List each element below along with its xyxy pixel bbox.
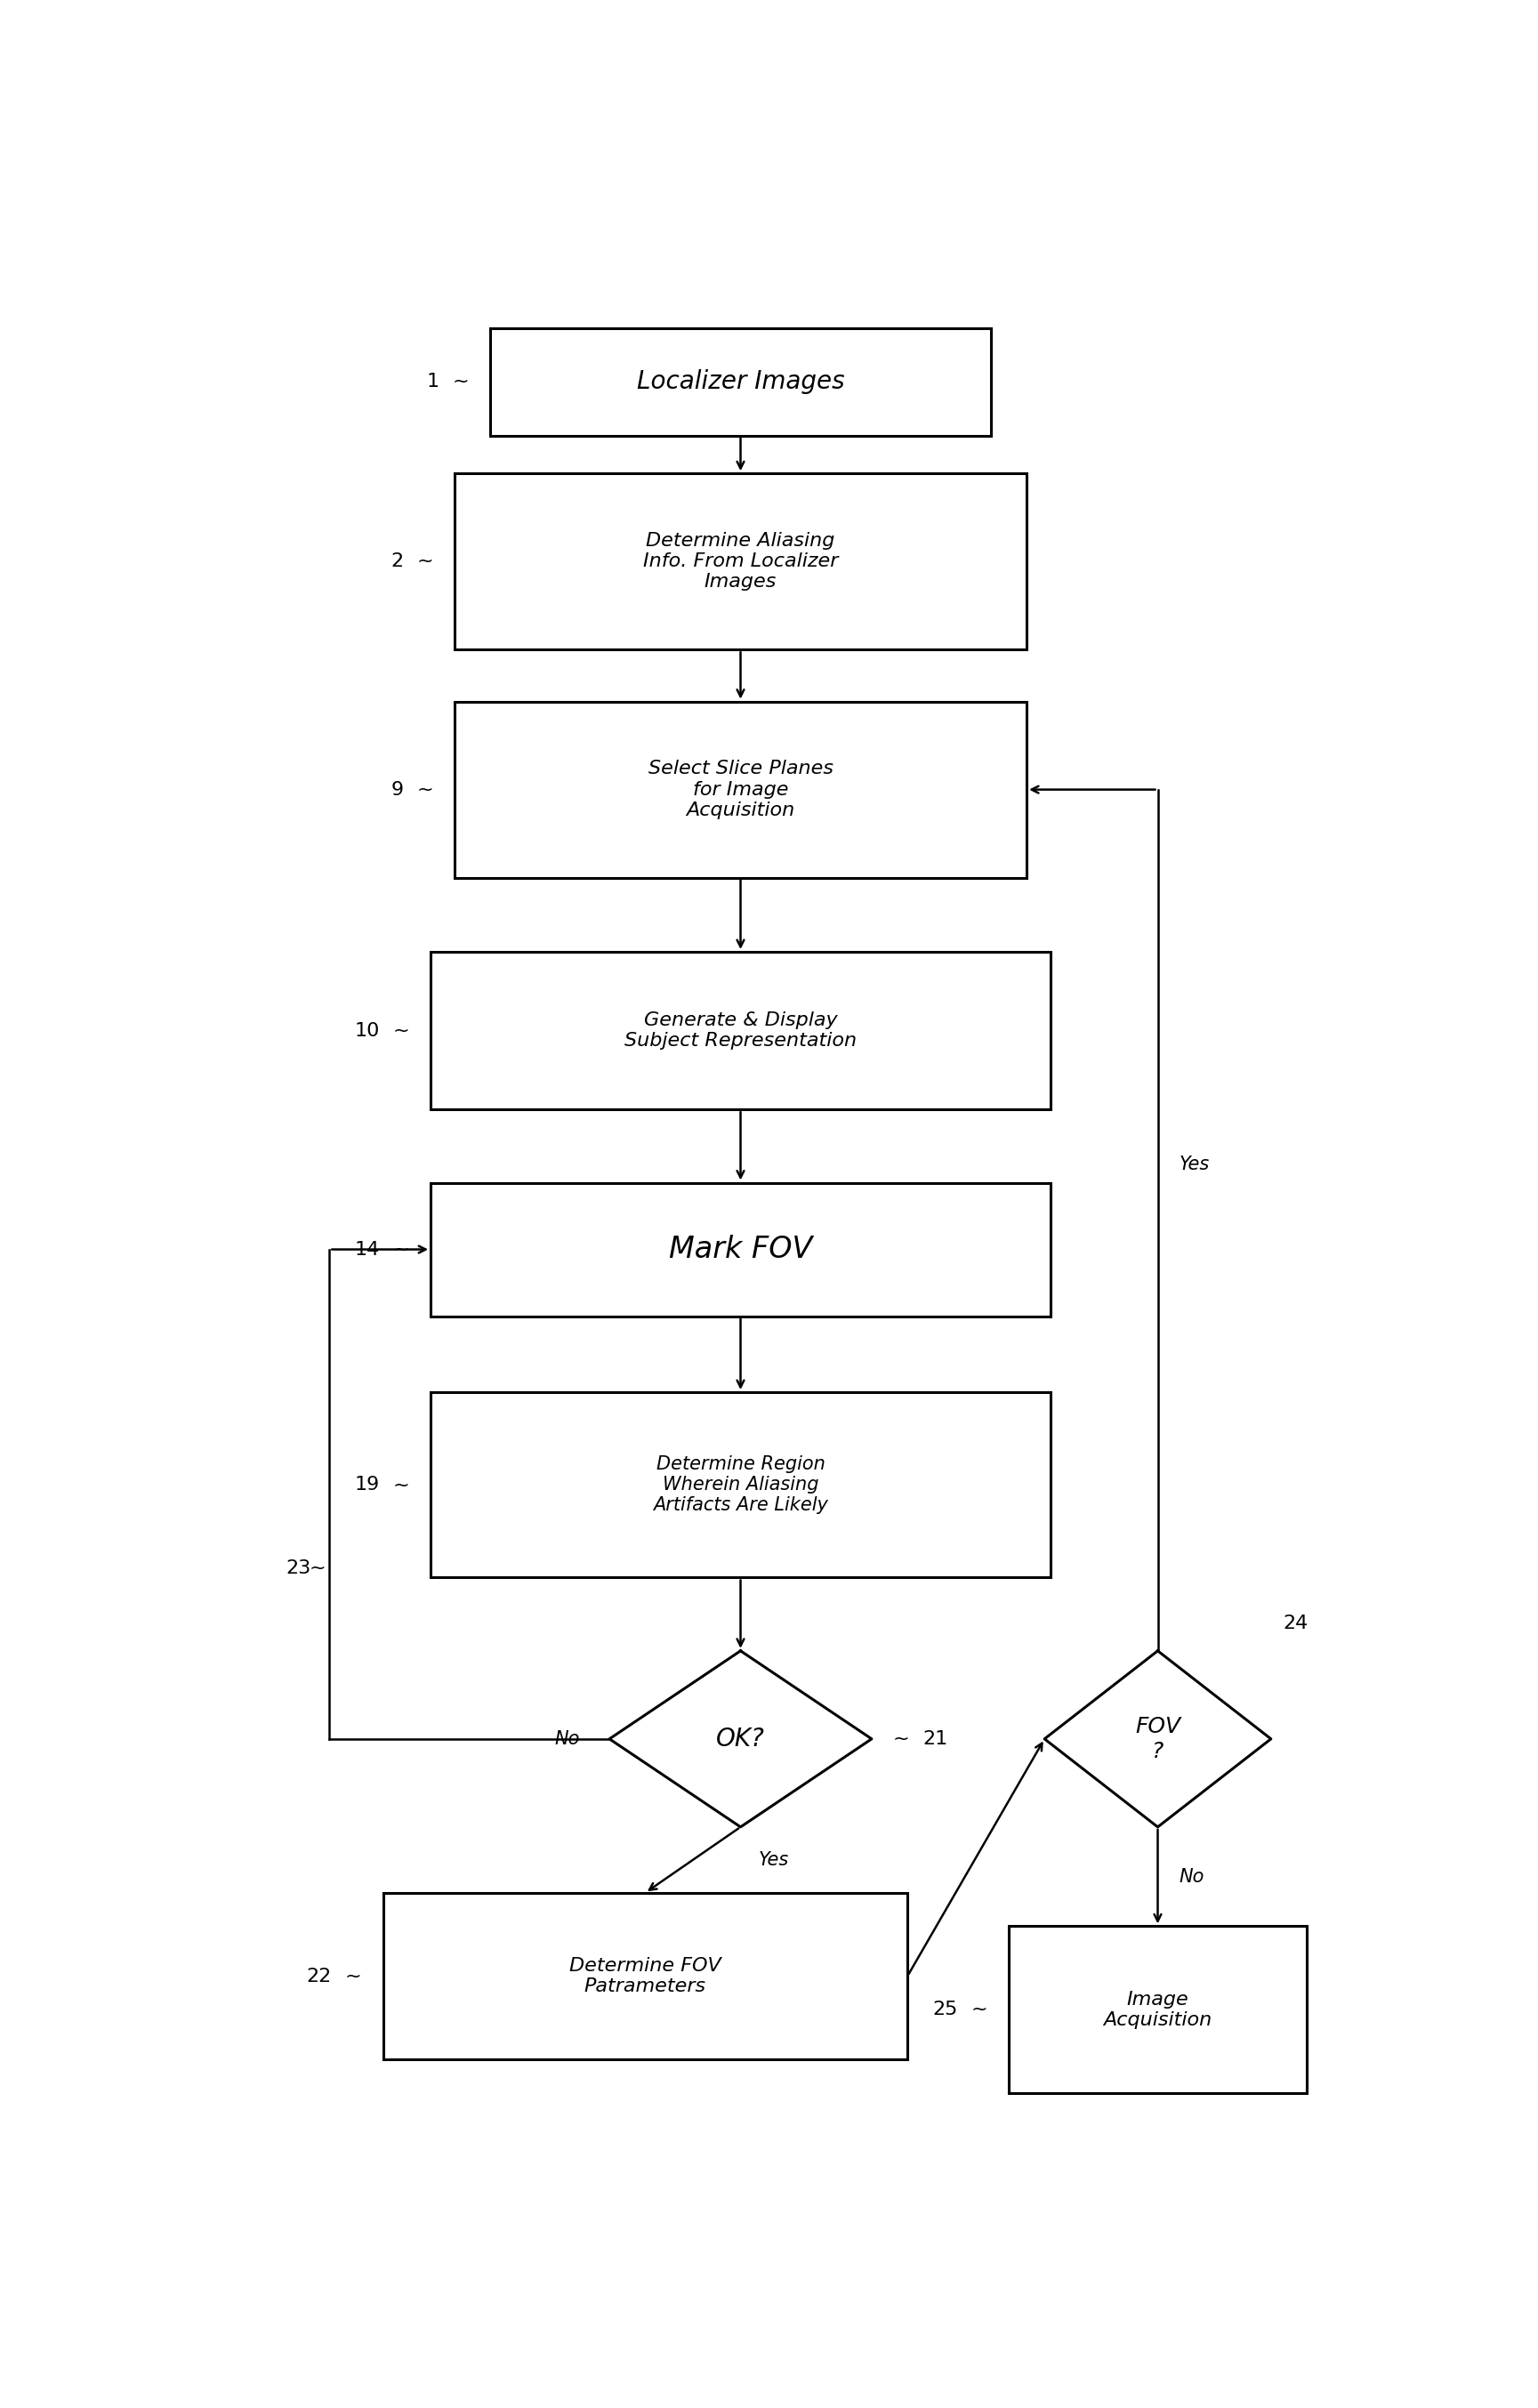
Text: Yes: Yes: [758, 1852, 789, 1869]
FancyBboxPatch shape: [1009, 1926, 1307, 2093]
Text: 14: 14: [354, 1240, 380, 1259]
Text: 1: 1: [426, 373, 438, 390]
Text: Select Slice Planes
for Image
Acquisition: Select Slice Planes for Image Acquisitio…: [647, 761, 834, 819]
FancyBboxPatch shape: [431, 1392, 1050, 1577]
FancyBboxPatch shape: [455, 701, 1027, 877]
Text: OK?: OK?: [717, 1727, 764, 1751]
Text: 22: 22: [306, 1967, 332, 1984]
Text: Determine Region
Wherein Aliasing
Artifacts Are Likely: Determine Region Wherein Aliasing Artifa…: [654, 1454, 827, 1515]
Text: Determine FOV
Patrameters: Determine FOV Patrameters: [569, 1958, 721, 1996]
Text: 10: 10: [354, 1021, 380, 1040]
Text: Image
Acquisition: Image Acquisition: [1103, 1991, 1212, 2030]
Text: ~: ~: [417, 551, 434, 571]
Text: Yes: Yes: [1180, 1156, 1210, 1173]
Text: Determine Aliasing
Info. From Localizer
Images: Determine Aliasing Info. From Localizer …: [643, 532, 838, 590]
Text: ~: ~: [970, 2001, 987, 2018]
Text: ~: ~: [417, 780, 434, 799]
Text: No: No: [554, 1729, 580, 1748]
Text: 24: 24: [1283, 1613, 1307, 1633]
FancyBboxPatch shape: [383, 1893, 907, 2059]
Text: ~: ~: [452, 373, 469, 390]
Text: ~: ~: [392, 1476, 409, 1493]
Text: Generate & Display
Subject Representation: Generate & Display Subject Representatio…: [624, 1011, 857, 1050]
Text: 23: 23: [286, 1560, 311, 1577]
Text: ~: ~: [392, 1021, 409, 1040]
Text: ~: ~: [392, 1240, 409, 1259]
FancyBboxPatch shape: [431, 951, 1050, 1110]
Text: 9: 9: [391, 780, 403, 799]
FancyBboxPatch shape: [491, 327, 990, 436]
Text: 25: 25: [932, 2001, 958, 2018]
FancyBboxPatch shape: [431, 1182, 1050, 1317]
Text: ~: ~: [345, 1967, 361, 1984]
Text: Mark FOV: Mark FOV: [669, 1235, 812, 1264]
Text: ~: ~: [309, 1560, 326, 1577]
Text: 19: 19: [354, 1476, 380, 1493]
Text: Localizer Images: Localizer Images: [637, 368, 844, 395]
Text: ~: ~: [894, 1729, 909, 1748]
Text: 2: 2: [391, 551, 403, 571]
Text: FOV
?: FOV ?: [1135, 1717, 1181, 1763]
Text: No: No: [1180, 1869, 1204, 1885]
Text: 21: 21: [923, 1729, 947, 1748]
FancyBboxPatch shape: [455, 474, 1027, 650]
